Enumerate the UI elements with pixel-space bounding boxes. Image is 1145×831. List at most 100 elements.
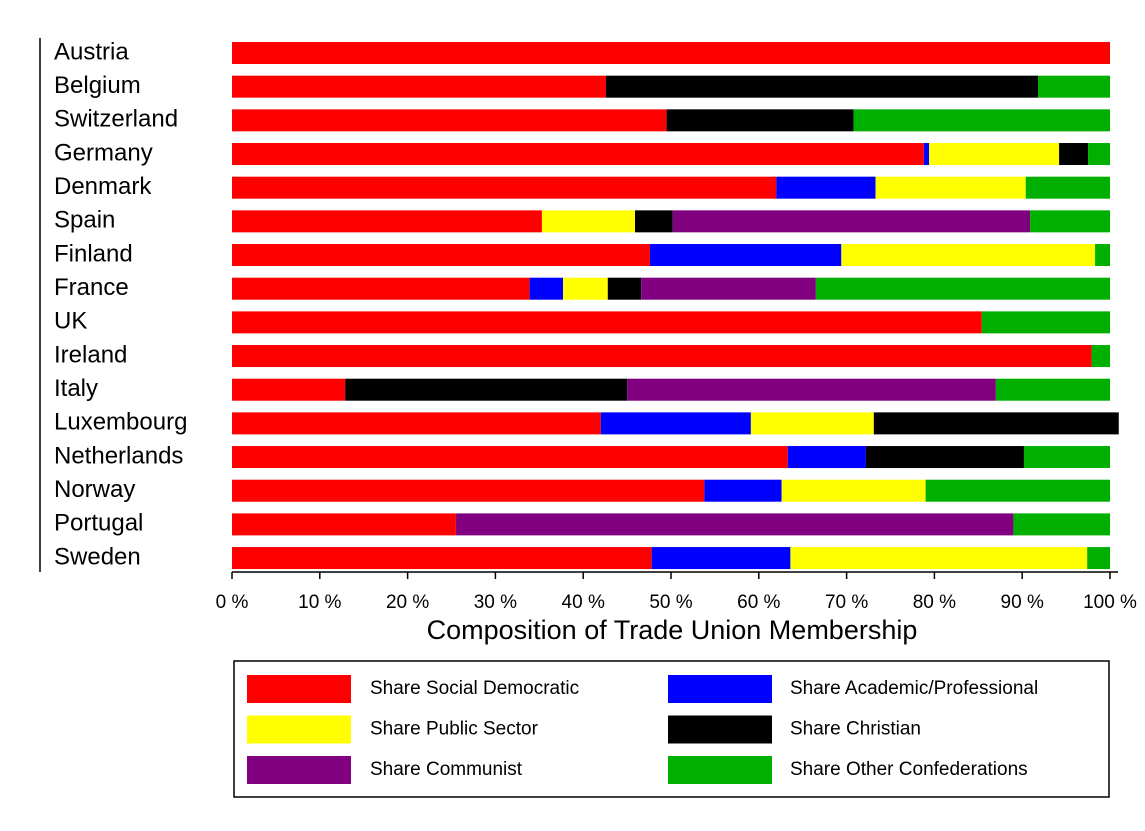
- bar-segment: [600, 412, 751, 435]
- bar-segment: [873, 412, 1119, 435]
- bar-segment: [672, 210, 1031, 233]
- legend-swatch: [247, 756, 351, 784]
- bar-segment: [232, 412, 601, 435]
- category-label: Belgium: [54, 72, 141, 99]
- bar-segment: [865, 446, 1024, 469]
- legend-label: Share Academic/Professional: [790, 678, 1038, 699]
- legend-swatch: [668, 675, 772, 703]
- category-label: Luxembourg: [54, 409, 187, 436]
- bar-segment: [455, 513, 1014, 536]
- category-label: Sweden: [54, 543, 141, 570]
- x-tick-label: 20 %: [386, 592, 429, 613]
- bar-segment: [790, 547, 1088, 570]
- bar-segment: [929, 143, 1060, 166]
- category-label: Norway: [54, 476, 135, 503]
- bar-segment: [232, 513, 456, 536]
- bar-segment: [232, 378, 346, 401]
- bar-segment: [541, 210, 636, 233]
- x-tick-label: 80 %: [913, 592, 956, 613]
- legend-label: Share Other Confederations: [790, 759, 1028, 780]
- bar-segment: [704, 479, 782, 502]
- bar-segment: [232, 244, 650, 267]
- category-label: Ireland: [54, 341, 127, 368]
- bar-segment: [1088, 143, 1110, 166]
- bar-segment: [995, 378, 1110, 401]
- category-label: Netherlands: [54, 442, 183, 469]
- x-tick-label: 40 %: [562, 592, 605, 613]
- category-label: Denmark: [54, 173, 152, 200]
- bar-segment: [345, 378, 628, 401]
- legend-label: Share Public Sector: [370, 719, 539, 740]
- bar-segment: [776, 176, 876, 199]
- legend-swatch: [668, 715, 772, 744]
- bar-segment: [1030, 210, 1110, 233]
- category-label: UK: [54, 308, 87, 335]
- bar-segment: [232, 42, 1110, 64]
- x-tick-label: 50 %: [649, 592, 692, 613]
- bar-segment: [641, 277, 816, 300]
- bar-segment: [232, 446, 788, 469]
- x-tick-label: 100 %: [1083, 592, 1137, 613]
- bar-segment: [232, 311, 982, 334]
- x-tick-label: 70 %: [825, 592, 868, 613]
- x-tick-label: 60 %: [737, 592, 780, 613]
- bar-segment: [925, 479, 1110, 502]
- bar-segment: [232, 210, 542, 233]
- bar-segment: [529, 277, 564, 300]
- x-tick-label: 90 %: [1001, 592, 1044, 613]
- category-label: France: [54, 274, 129, 301]
- bar-segment: [853, 109, 1110, 132]
- bar-segment: [232, 109, 667, 132]
- category-label: Germany: [54, 139, 153, 166]
- bar-segment: [649, 244, 842, 267]
- bar-segment: [875, 176, 1026, 199]
- category-label: Spain: [54, 207, 115, 234]
- category-label: Switzerland: [54, 106, 178, 133]
- x-tick-label: 30 %: [474, 592, 517, 613]
- bar-segment: [232, 479, 705, 502]
- legend-swatch: [668, 756, 772, 784]
- bar-segment: [232, 345, 1092, 368]
- bar-segment: [606, 75, 1039, 98]
- x-tick-label: 10 %: [298, 592, 341, 613]
- bar-segment: [232, 143, 924, 166]
- legend-box: [233, 660, 1110, 798]
- x-axis-title: Composition of Trade Union Membership: [427, 615, 918, 645]
- category-label: Austria: [54, 38, 129, 65]
- bar-segment: [232, 75, 607, 98]
- bar-segment: [232, 547, 652, 570]
- bar-segment: [1095, 244, 1110, 267]
- bar-segment: [815, 277, 1110, 300]
- x-tick-label: 0 %: [216, 592, 249, 613]
- bar-segment: [1087, 547, 1110, 570]
- bar-segment: [1059, 143, 1089, 166]
- bar-segment: [1091, 345, 1110, 368]
- bar-segment: [750, 412, 874, 435]
- legend-swatch: [247, 675, 351, 703]
- bar-segment: [651, 547, 791, 570]
- bar-segment: [1025, 176, 1110, 199]
- bar-segment: [781, 479, 926, 502]
- bar-segment: [232, 277, 530, 300]
- bar-segment: [1013, 513, 1110, 536]
- bar-segment: [923, 143, 930, 166]
- category-label: Finland: [54, 240, 133, 267]
- bar-segment: [563, 277, 608, 300]
- legend-label: Share Christian: [790, 719, 921, 740]
- legend-label: Share Social Democratic: [370, 678, 579, 699]
- legend-swatch: [247, 715, 351, 744]
- category-label: Portugal: [54, 510, 143, 537]
- bar-segment: [627, 378, 996, 401]
- bar-segment: [1038, 75, 1110, 98]
- legend-label: Share Communist: [370, 759, 523, 780]
- category-label: Italy: [54, 375, 98, 402]
- bar-segment: [841, 244, 1096, 267]
- bar-segment: [232, 176, 777, 199]
- bar-segment: [607, 277, 642, 300]
- bar-segment: [981, 311, 1110, 334]
- bar-segment: [666, 109, 854, 132]
- bar-segment: [1023, 446, 1110, 469]
- bar-segment: [787, 446, 866, 469]
